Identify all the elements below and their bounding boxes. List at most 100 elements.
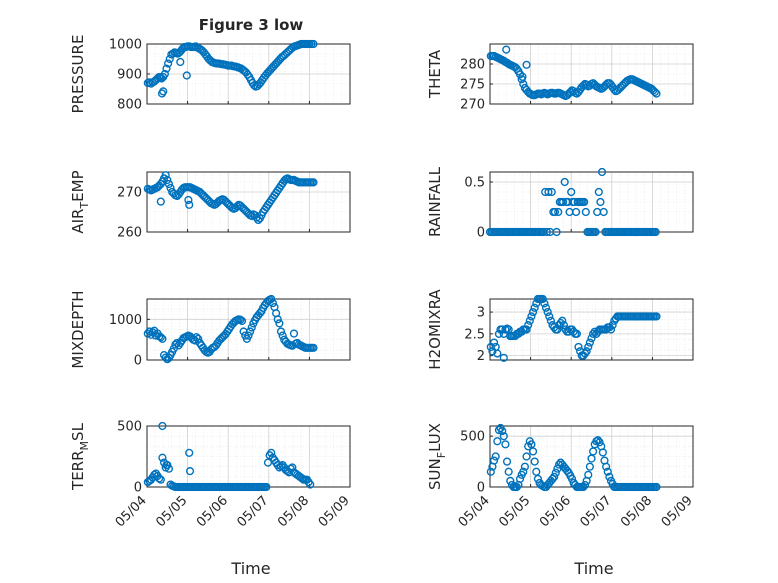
data-point: [185, 467, 195, 476]
x-tick-label: 05/08: [618, 493, 655, 530]
subplot-theta: 270 275 280 THETA: [426, 43, 694, 113]
data-point: [184, 195, 193, 205]
subplot-grid: 800 900 1000 PRESSURE 270 275 280 THETA 260 270 AI…: [69, 35, 696, 531]
data-point: [499, 432, 508, 441]
data-point: [595, 438, 604, 447]
data-point: [522, 325, 531, 334]
axes-box: [489, 425, 694, 488]
data-point: [528, 447, 538, 456]
data-point: [247, 211, 256, 221]
y-tick-label: 0.5: [464, 176, 485, 191]
data-point: [244, 331, 253, 340]
data-point: [161, 171, 170, 180]
y-axis-label: THETA: [426, 49, 444, 99]
data-point: [158, 421, 167, 431]
data-point: [524, 321, 533, 330]
data-point: [522, 452, 531, 461]
data-point: [558, 316, 567, 325]
data-point: [501, 440, 510, 449]
figure-title: Figure 3 low: [199, 16, 304, 34]
data-point: [580, 480, 590, 490]
data-point: [515, 474, 525, 483]
y-tick-label: 500: [117, 420, 142, 435]
data-point: [608, 321, 617, 330]
y-tick-label: 800: [117, 98, 142, 113]
data-point: [504, 467, 513, 476]
x-tick-label: 05/07: [235, 493, 272, 530]
data-point: [493, 349, 502, 358]
x-axis-label-right: Time: [573, 559, 613, 578]
data-point: [194, 334, 203, 343]
axes-box: [489, 43, 694, 105]
data-point: [262, 482, 271, 492]
data-point: [538, 294, 547, 304]
data-point: [268, 298, 277, 308]
data-point: [652, 89, 661, 98]
x-tick-label: 05/07: [578, 493, 615, 530]
y-tick-label: 280: [460, 58, 485, 73]
data-point: [572, 329, 581, 338]
data-point: [542, 227, 551, 237]
data-point: [309, 39, 318, 49]
data-point: [155, 474, 164, 483]
x-tick-label: 05/05: [153, 493, 190, 530]
data-point: [498, 426, 507, 436]
y-tick-label: 0: [134, 354, 142, 369]
data-point: [162, 64, 171, 73]
data-point: [250, 81, 259, 90]
data-point: [275, 319, 284, 328]
data-point: [593, 436, 603, 445]
subplot-airtemp: 260 270 AIRTEMP: [69, 170, 351, 241]
data-point: [171, 340, 180, 349]
data-point: [530, 457, 539, 466]
data-point: [587, 334, 596, 343]
data-point: [567, 187, 576, 197]
y-tick-label: 1000: [109, 313, 142, 328]
data-point: [160, 69, 169, 79]
data-point: [540, 299, 549, 308]
x-axis-label-left: Time: [230, 559, 270, 578]
data-point: [289, 329, 299, 338]
data-point: [163, 175, 172, 185]
data-point: [591, 227, 600, 237]
data-point: [502, 45, 511, 54]
data-point: [527, 312, 536, 321]
data-point: [525, 316, 534, 325]
y-axis-label: MIXDEPTH: [69, 290, 87, 368]
data-point: [486, 467, 495, 476]
data-point: [267, 448, 276, 457]
data-point: [164, 179, 174, 189]
y-tick-label: 900: [117, 68, 142, 83]
data-point: [550, 207, 560, 217]
data-point: [499, 353, 508, 362]
data-point: [309, 343, 318, 352]
x-tick-label: 05/09: [316, 493, 353, 530]
data-point: [489, 456, 499, 465]
data-point: [579, 482, 588, 492]
data-point: [185, 200, 194, 209]
data-point: [543, 307, 552, 317]
y-tick-label: 275: [460, 78, 485, 93]
data-point: [589, 329, 598, 338]
data-point: [651, 227, 660, 237]
data-point: [267, 294, 276, 304]
y-axis-label: PRESSURE: [69, 35, 87, 114]
data-point: [554, 207, 563, 217]
data-point: [552, 227, 561, 237]
data-point: [652, 482, 661, 492]
data-point: [560, 177, 569, 187]
data-point: [594, 187, 603, 197]
data-point: [602, 462, 611, 471]
data-point: [489, 338, 499, 347]
data-point: [554, 460, 564, 469]
data-point: [581, 207, 590, 217]
data-point: [558, 197, 568, 207]
y-axis-label: RAINFALL: [426, 166, 444, 237]
data-point: [151, 331, 161, 340]
data-point: [545, 312, 554, 321]
data-point: [544, 187, 553, 197]
data-point: [528, 307, 538, 317]
x-tick-label: 05/06: [194, 493, 231, 530]
x-tick-label: 05/04: [456, 493, 493, 530]
data-point: [306, 480, 315, 489]
